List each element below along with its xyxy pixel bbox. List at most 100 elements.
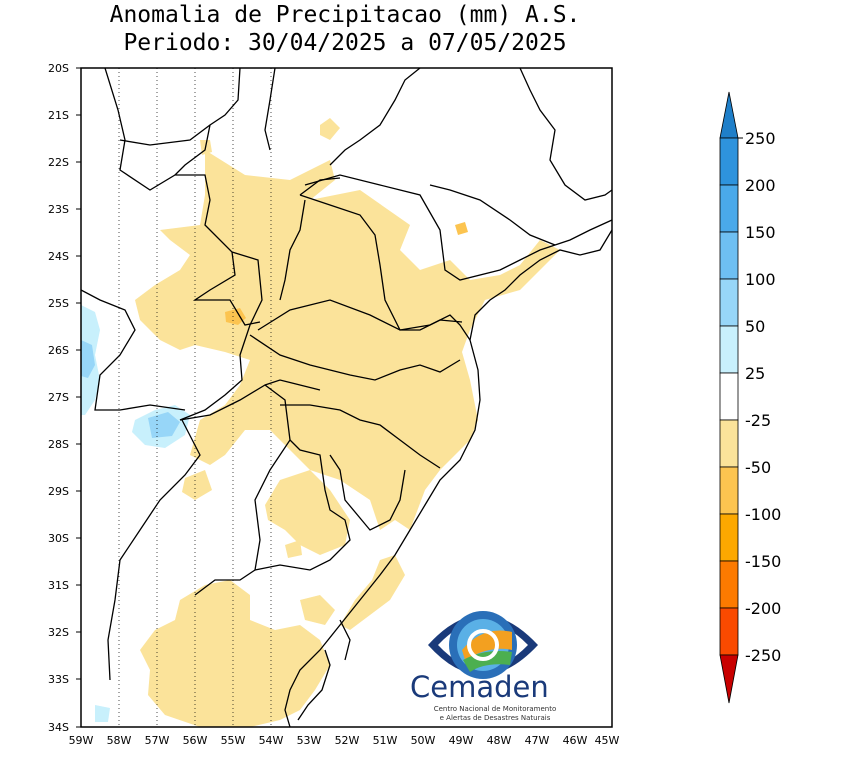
positive-anomaly-argentina-core (148, 412, 180, 438)
cemaden-eye-icon (428, 611, 538, 679)
colorbar-label: 100 (745, 270, 776, 289)
positive-anomaly-sw-corner (95, 705, 110, 722)
lat-tick-label: 23S (48, 203, 69, 216)
boundary-rivers-3 (280, 404, 441, 469)
boundary-river-tiete (279, 177, 341, 301)
boundary-sc-pr (299, 194, 463, 331)
boundary-mg (519, 68, 612, 201)
lat-tick-label: 22S (48, 156, 69, 169)
lat-tick-label: 29S (48, 485, 69, 498)
colorbar-label: -200 (745, 599, 781, 618)
colorbar-label: -50 (745, 458, 771, 477)
boundary-argentina (107, 419, 201, 681)
boundary-lagoon (297, 619, 351, 721)
boundary-paraguay-south (81, 289, 186, 411)
boundary-rs-uruguay (179, 384, 291, 596)
lat-tick-labels: 20S 21S 22S 23S 24S 25S 26S 27S 28S 29S … (48, 62, 69, 734)
boundary-ms-north2 (264, 68, 276, 151)
axis-ticks (76, 67, 81, 728)
anomaly-area-parana (135, 150, 560, 530)
colorbar-labels: 250 200 150 100 50 25 -25 -50 -100 -150 … (738, 129, 781, 665)
lat-tick-label: 28S (48, 438, 69, 451)
lon-tick-label: 59W (69, 734, 94, 747)
anomaly-area-rs-south (300, 595, 335, 625)
anomaly-area-coast (340, 555, 405, 630)
colorbar-segment (719, 325, 739, 374)
anomaly-area-central (265, 470, 350, 555)
lat-tick-label: 34S (48, 721, 69, 734)
colorbar-label: -150 (745, 552, 781, 571)
lat-tick-label: 33S (48, 673, 69, 686)
anomaly-area-uruguay (140, 580, 330, 727)
lon-tick-label: 45W (595, 734, 620, 747)
lat-tick-label: 25S (48, 297, 69, 310)
lat-tick-label: 26S (48, 344, 69, 357)
colorbar-top-arrow (719, 91, 739, 139)
colorbar-label: 150 (745, 223, 776, 242)
colorbar-label: -250 (745, 646, 781, 665)
lon-tick-label: 51W (373, 734, 398, 747)
colorbar (719, 91, 739, 704)
cemaden-subtitle-line1: Centro Nacional de Monitoramento (433, 705, 557, 713)
colorbar-segment (719, 607, 739, 656)
lon-tick-label: 54W (259, 734, 284, 747)
map-title-line1: Anomalia de Precipitacao (mm) A.S. (109, 2, 581, 28)
colorbar-label: 25 (745, 364, 765, 383)
lat-tick-label: 21S (48, 109, 69, 122)
boundary-parana-sp (304, 174, 612, 281)
cemaden-subtitle-line2: e Alertas de Desastres Naturais (439, 714, 551, 722)
lon-tick-label: 53W (297, 734, 322, 747)
colorbar-segment (719, 184, 739, 233)
colorbar-label: 250 (745, 129, 776, 148)
boundary-ms-west (104, 68, 261, 326)
lon-tick-label: 46W (563, 734, 588, 747)
lon-tick-label: 55W (221, 734, 246, 747)
boundary-mg2 (429, 184, 556, 246)
colorbar-segment (719, 137, 739, 186)
lon-tick-label: 48W (487, 734, 512, 747)
boundary-sp-mg (329, 68, 421, 166)
colorbar-bottom-arrow (719, 654, 739, 704)
lat-tick-label: 24S (48, 250, 69, 263)
boundary-upper (119, 124, 211, 146)
colorbar-label: 200 (745, 176, 776, 195)
anomaly-area-stronger2 (455, 222, 468, 235)
lat-tick-label: 20S (48, 62, 69, 75)
colorbar-segment (719, 419, 739, 468)
colorbar-segment (719, 560, 739, 609)
map-title-line2: Periodo: 30/04/2025 a 07/05/2025 (123, 30, 567, 56)
lon-tick-label: 56W (183, 734, 208, 747)
anomaly-area-small1 (182, 470, 212, 500)
lat-tick-label: 31S (48, 579, 69, 592)
lat-tick-label: 30S (48, 532, 69, 545)
lat-tick-label: 27S (48, 391, 69, 404)
lat-tick-label: 32S (48, 626, 69, 639)
colorbar-segment (719, 513, 739, 562)
anomaly-area-small2 (285, 540, 302, 558)
political-boundaries (81, 68, 612, 727)
lon-tick-label: 47W (525, 734, 550, 747)
boundary-coast (284, 229, 612, 727)
boundary-inner-rs2 (329, 454, 406, 531)
boundary-rivers-2 (249, 334, 461, 381)
colorbar-label: 50 (745, 317, 765, 336)
lon-tick-labels: 59W 58W 57W 56W 55W 54W 53W 52W 51W 50W … (69, 734, 620, 747)
lon-tick-label: 49W (449, 734, 474, 747)
lon-tick-label: 50W (411, 734, 436, 747)
anomaly-area-north (320, 118, 340, 140)
cemaden-logo-text: Cemaden (410, 670, 549, 704)
colorbar-segment (719, 231, 739, 280)
boundary-inner-rs (254, 439, 351, 571)
colorbar-segment (719, 278, 739, 327)
boundary-paraguay-east (179, 251, 263, 421)
lon-tick-label: 58W (107, 734, 132, 747)
boundary-rivers-4 (264, 379, 321, 391)
positive-anomaly-west-core (81, 340, 95, 378)
colorbar-label: -25 (745, 411, 771, 430)
colorbar-segment (719, 372, 739, 421)
anomaly-area-stronger (225, 308, 246, 325)
colorbar-segment (719, 466, 739, 515)
lon-tick-label: 52W (335, 734, 360, 747)
colorbar-label: -100 (745, 505, 781, 524)
